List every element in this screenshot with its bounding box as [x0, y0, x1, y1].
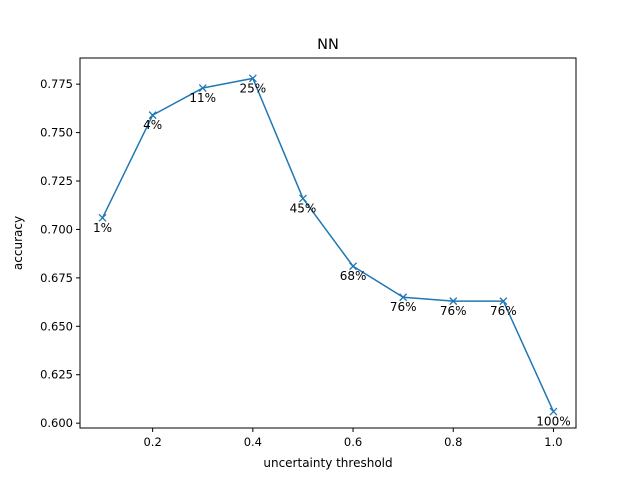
- marker-stroke: [298, 194, 307, 203]
- marker-stroke: [399, 293, 408, 302]
- x-tick-label: 1.0: [544, 435, 562, 449]
- x-axis-label: uncertainty threshold: [263, 456, 392, 470]
- chart-title: NN: [317, 37, 339, 53]
- data-point-marker: [399, 293, 408, 302]
- x-tick-label: 0.8: [444, 435, 462, 449]
- marker-stroke: [198, 84, 207, 92]
- data-point-marker: [198, 84, 207, 92]
- data-point-marker: [148, 111, 157, 120]
- data-point-marker: [298, 194, 307, 203]
- series-line: [101, 77, 555, 412]
- marker-stroke: [449, 297, 458, 306]
- data-label: 45%: [290, 201, 317, 215]
- data-point-marker: [549, 407, 558, 416]
- data-label: 76%: [390, 300, 417, 314]
- marker-stroke: [248, 74, 257, 83]
- data-point-marker: [248, 74, 257, 83]
- data-label: 1%: [93, 221, 112, 235]
- data-point-marker: [98, 213, 107, 222]
- y-tick-label: 0.675: [40, 271, 73, 285]
- y-tick-label: 0.650: [40, 319, 73, 333]
- y-tick-label: 0.600: [40, 416, 73, 430]
- marker-stroke: [349, 262, 358, 271]
- y-tick-label: 0.625: [40, 368, 73, 382]
- marker-stroke: [148, 111, 157, 120]
- data-label: 68%: [340, 269, 367, 283]
- marker-stroke: [499, 297, 508, 306]
- data-label: 4%: [143, 118, 162, 132]
- y-tick-label: 0.750: [40, 126, 73, 140]
- x-tick-label: 0.4: [244, 435, 262, 449]
- data-point-marker: [449, 297, 458, 306]
- y-tick-label: 0.700: [40, 222, 73, 236]
- marker-stroke: [98, 213, 107, 222]
- data-label: 25%: [240, 81, 267, 95]
- y-tick-label: 0.725: [40, 174, 73, 188]
- data-label: 11%: [189, 91, 216, 105]
- data-point-marker: [499, 297, 508, 306]
- data-label: 76%: [440, 304, 467, 318]
- x-tick-label: 0.6: [344, 435, 362, 449]
- axes-frame: [79, 57, 577, 429]
- data-label: 76%: [490, 304, 517, 318]
- data-point-marker: [349, 262, 358, 271]
- y-tick-label: 0.775: [40, 77, 73, 91]
- y-axis-label: accuracy: [11, 216, 25, 270]
- marker-stroke: [549, 407, 558, 416]
- plot-area: 0.2 0.4 0.6 0.8 1.0 0.600 0.625 0.650 0.675 0.700…: [40, 74, 571, 449]
- x-tick-label: 0.2: [143, 435, 161, 449]
- data-label: 100%: [536, 415, 570, 429]
